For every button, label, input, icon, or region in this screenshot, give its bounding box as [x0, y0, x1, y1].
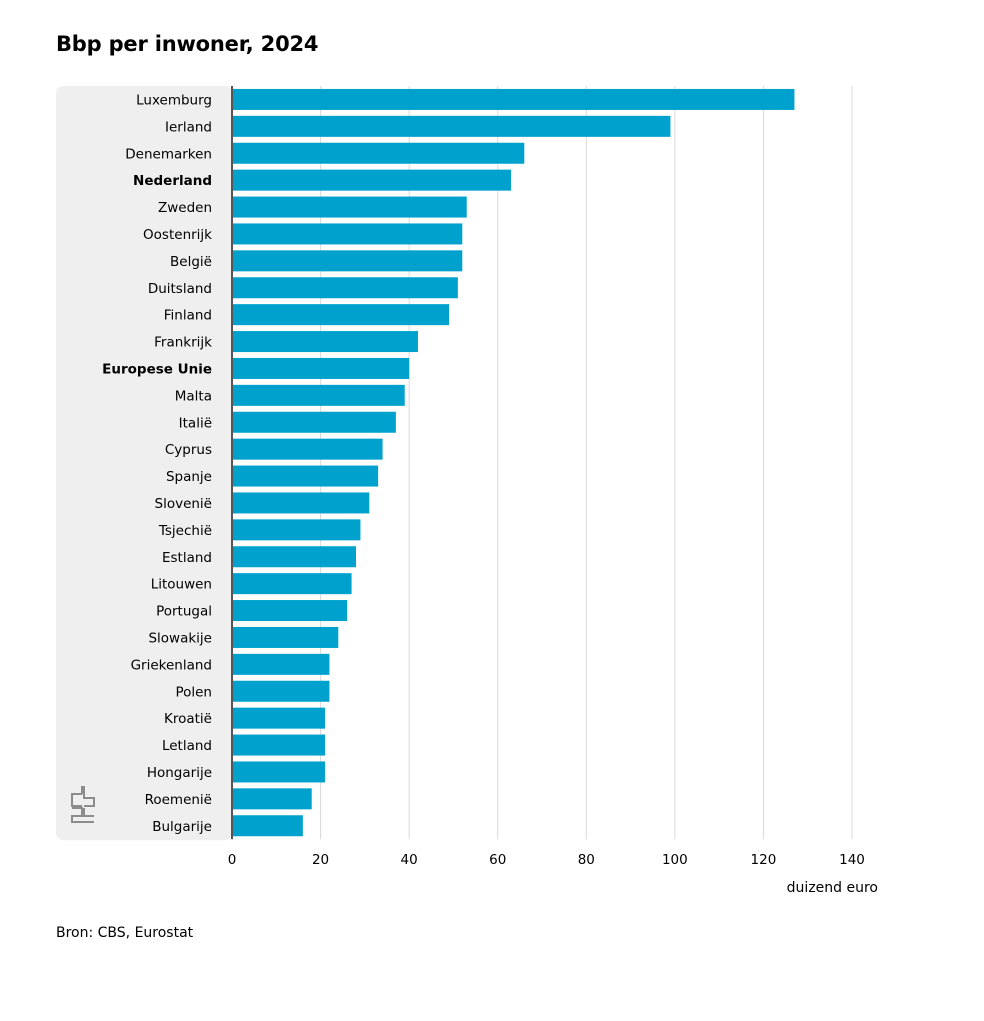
- x-tick-label: 80: [578, 852, 595, 868]
- bar: [232, 88, 795, 110]
- bar: [232, 734, 325, 756]
- bar: [232, 304, 449, 326]
- bar: [232, 411, 396, 433]
- x-tick-label: 140: [839, 852, 865, 868]
- category-label: Slowakije: [148, 630, 212, 646]
- bar: [232, 169, 511, 191]
- bar: [232, 788, 312, 810]
- category-label: Denemarken: [125, 146, 212, 162]
- category-label: Ierland: [165, 119, 212, 135]
- x-tick-label: 120: [751, 852, 777, 868]
- x-tick-label: 100: [662, 852, 688, 868]
- category-label: Griekenland: [131, 657, 212, 673]
- category-label: Frankrijk: [154, 335, 212, 351]
- bar: [232, 277, 458, 299]
- category-label: Europese Unie: [102, 361, 212, 377]
- category-label: Hongarije: [147, 765, 212, 781]
- category-label: Finland: [164, 308, 212, 324]
- bar: [232, 438, 383, 460]
- bar: [232, 815, 303, 837]
- bar: [232, 626, 339, 648]
- bar: [232, 142, 525, 164]
- category-panel: [56, 86, 232, 841]
- bars: [232, 88, 795, 837]
- category-label: Litouwen: [151, 577, 212, 593]
- x-tick-label: 60: [489, 852, 506, 868]
- bar: [232, 546, 356, 568]
- cbs-logo-icon: [71, 786, 95, 823]
- category-label: Portugal: [156, 604, 212, 620]
- x-tick-labels: 0 20 40 60 80 100 120 140: [228, 852, 865, 868]
- bar: [232, 115, 671, 137]
- category-label: Estland: [162, 550, 212, 566]
- bar: [232, 519, 361, 541]
- bar: [232, 384, 405, 406]
- category-label: Polen: [175, 684, 212, 700]
- bar: [232, 357, 410, 379]
- x-tick-label: 20: [312, 852, 329, 868]
- bar: [232, 331, 418, 353]
- bar: [232, 223, 463, 245]
- x-tick-label: 0: [228, 852, 237, 868]
- category-label: Zweden: [158, 200, 212, 216]
- category-label: België: [170, 254, 212, 270]
- category-label: Letland: [162, 738, 212, 754]
- bar: [232, 465, 379, 487]
- bar: [232, 196, 467, 218]
- category-label: Spanje: [166, 469, 212, 485]
- category-label: Bulgarije: [152, 819, 212, 835]
- category-label: Tsjechië: [158, 523, 212, 539]
- source-note: Bron: CBS, Eurostat: [56, 925, 194, 941]
- x-axis-unit-label: duizend euro: [787, 880, 878, 896]
- bar: [232, 600, 348, 622]
- category-label: Duitsland: [148, 281, 212, 297]
- bar: [232, 761, 325, 783]
- x-tick-label: 40: [401, 852, 418, 868]
- bar: [232, 250, 463, 272]
- category-label: Roemenië: [145, 792, 212, 808]
- category-label: Slovenië: [155, 496, 213, 512]
- category-label: Luxemburg: [136, 92, 212, 108]
- bar: [232, 707, 325, 729]
- category-label: Italië: [179, 415, 212, 431]
- bar: [232, 680, 330, 702]
- category-label: Kroatië: [164, 711, 212, 727]
- bar: [232, 492, 370, 514]
- chart-title: Bbp per inwoner, 2024: [56, 32, 319, 56]
- category-label: Cyprus: [165, 442, 212, 458]
- category-label: Malta: [175, 388, 212, 404]
- category-label: Oostenrijk: [143, 227, 212, 243]
- category-label: Nederland: [133, 173, 212, 189]
- bar: [232, 653, 330, 675]
- category-labels: Luxemburg Ierland Denemarken Nederland Zwede…: [102, 92, 212, 834]
- bar: [232, 573, 352, 595]
